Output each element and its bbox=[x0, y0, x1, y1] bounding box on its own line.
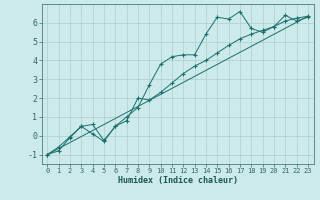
X-axis label: Humidex (Indice chaleur): Humidex (Indice chaleur) bbox=[118, 176, 237, 185]
